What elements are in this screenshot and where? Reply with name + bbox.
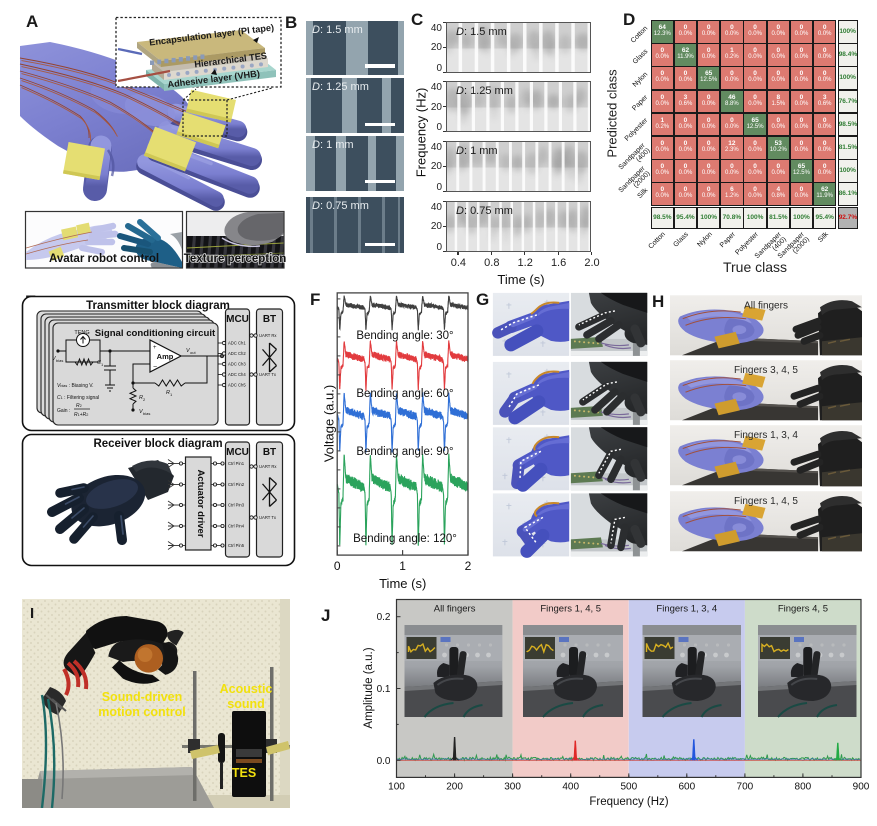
svg-text:R: R: [139, 395, 143, 401]
svg-text:Sound-driven: Sound-driven: [102, 690, 183, 704]
svg-text:V: V: [186, 348, 191, 354]
svg-text:Fingers 1, 3, 4: Fingers 1, 3, 4: [656, 604, 717, 615]
svg-text:0.1: 0.1: [377, 684, 391, 695]
svg-text:Fingers 3, 4, 5: Fingers 3, 4, 5: [734, 365, 798, 376]
svg-text:1: 1: [101, 362, 104, 367]
svg-text:UART Rx: UART Rx: [259, 333, 277, 338]
svg-text:UART Rx: UART Rx: [259, 464, 277, 469]
svg-text:ADC Ch2: ADC Ch2: [228, 351, 246, 356]
svg-text:400: 400: [562, 781, 579, 792]
svg-text:Signal conditioning circuit: Signal conditioning circuit: [95, 328, 216, 339]
svg-text:+: +: [153, 345, 157, 351]
svg-text:Amplitude (a.u.): Amplitude (a.u.): [363, 647, 375, 728]
svg-text:TENG: TENG: [74, 330, 89, 336]
svg-text:Avatar robot control: Avatar robot control: [49, 253, 159, 265]
svg-text:MCU: MCU: [226, 447, 249, 458]
svg-text:1: 1: [170, 392, 173, 397]
svg-text:Fingers 4, 5: Fingers 4, 5: [778, 604, 828, 615]
svg-text:UART Tx: UART Tx: [259, 372, 277, 377]
svg-text:600: 600: [678, 781, 695, 792]
svg-text:UART Tx: UART Tx: [259, 515, 277, 520]
svg-text:Actuator driver: Actuator driver: [195, 469, 206, 537]
svg-text:Frequency (Hz): Frequency (Hz): [589, 796, 668, 808]
svg-text:sound: sound: [227, 697, 265, 711]
svg-text:Fingers 1, 4, 5: Fingers 1, 4, 5: [734, 496, 798, 507]
svg-text:All fingers: All fingers: [744, 300, 788, 311]
svg-text:Receiver block diagram: Receiver block diagram: [93, 438, 222, 450]
svg-text:Fingers 1, 3, 4: Fingers 1, 3, 4: [734, 430, 798, 441]
svg-text:300: 300: [504, 781, 521, 792]
svg-text:C1 : Filtering signal: C1 : Filtering signal: [57, 395, 99, 401]
svg-text:TES: TES: [232, 766, 256, 780]
svg-text:500: 500: [620, 781, 637, 792]
svg-text:ADC Ch1: ADC Ch1: [228, 341, 246, 346]
svg-text:V: V: [139, 409, 144, 415]
svg-text:Ctrl Pin5: Ctrl Pin5: [228, 543, 245, 548]
svg-text:R: R: [166, 390, 170, 396]
svg-text:All fingers: All fingers: [434, 604, 476, 615]
svg-text:2: 2: [143, 397, 146, 402]
svg-text:Transmitter block diagram: Transmitter block diagram: [86, 300, 230, 312]
svg-text:−: −: [153, 364, 157, 371]
svg-text:V: V: [52, 356, 57, 362]
svg-text:800: 800: [795, 781, 812, 792]
svg-text:MCU: MCU: [226, 314, 249, 325]
svg-text:out: out: [190, 350, 196, 355]
svg-text:C: C: [97, 360, 101, 366]
svg-text:bias: bias: [143, 411, 150, 416]
svg-text:Ctrl Pin1: Ctrl Pin1: [228, 461, 245, 466]
svg-text:ADC Ch4: ADC Ch4: [228, 372, 246, 377]
svg-text:700: 700: [737, 781, 754, 792]
svg-text:Texture perception: Texture perception: [184, 253, 287, 265]
svg-text:Gain :: Gain :: [57, 408, 70, 414]
svg-text:ADC Ch5: ADC Ch5: [228, 383, 246, 388]
svg-text:ADC Ch3: ADC Ch3: [228, 362, 246, 367]
svg-text:BT: BT: [263, 314, 276, 325]
svg-text:900: 900: [853, 781, 870, 792]
svg-text:Ctrl Pin2: Ctrl Pin2: [228, 482, 245, 487]
svg-text:Fingers 1, 4, 5: Fingers 1, 4, 5: [540, 604, 601, 615]
svg-text:Amp: Amp: [157, 352, 174, 361]
svg-text:0.2: 0.2: [377, 612, 391, 623]
svg-text:bias: bias: [56, 358, 63, 363]
svg-text:R2: R2: [76, 403, 82, 409]
svg-text:0.0: 0.0: [377, 756, 391, 767]
svg-text:Ctrl Pin3: Ctrl Pin3: [228, 503, 245, 508]
svg-text:Vbias : Biasing V.: Vbias : Biasing V.: [57, 383, 94, 389]
svg-text:R1+R2: R1+R2: [74, 412, 88, 418]
svg-text:Texture perception: Texture perception: [184, 253, 287, 265]
svg-text:100: 100: [388, 781, 405, 792]
svg-text:Ctrl Pin4: Ctrl Pin4: [228, 524, 245, 529]
svg-text:BT: BT: [263, 447, 276, 458]
svg-text:Acoustic: Acoustic: [220, 682, 273, 696]
svg-text:motion control: motion control: [98, 705, 186, 719]
svg-text:200: 200: [446, 781, 463, 792]
